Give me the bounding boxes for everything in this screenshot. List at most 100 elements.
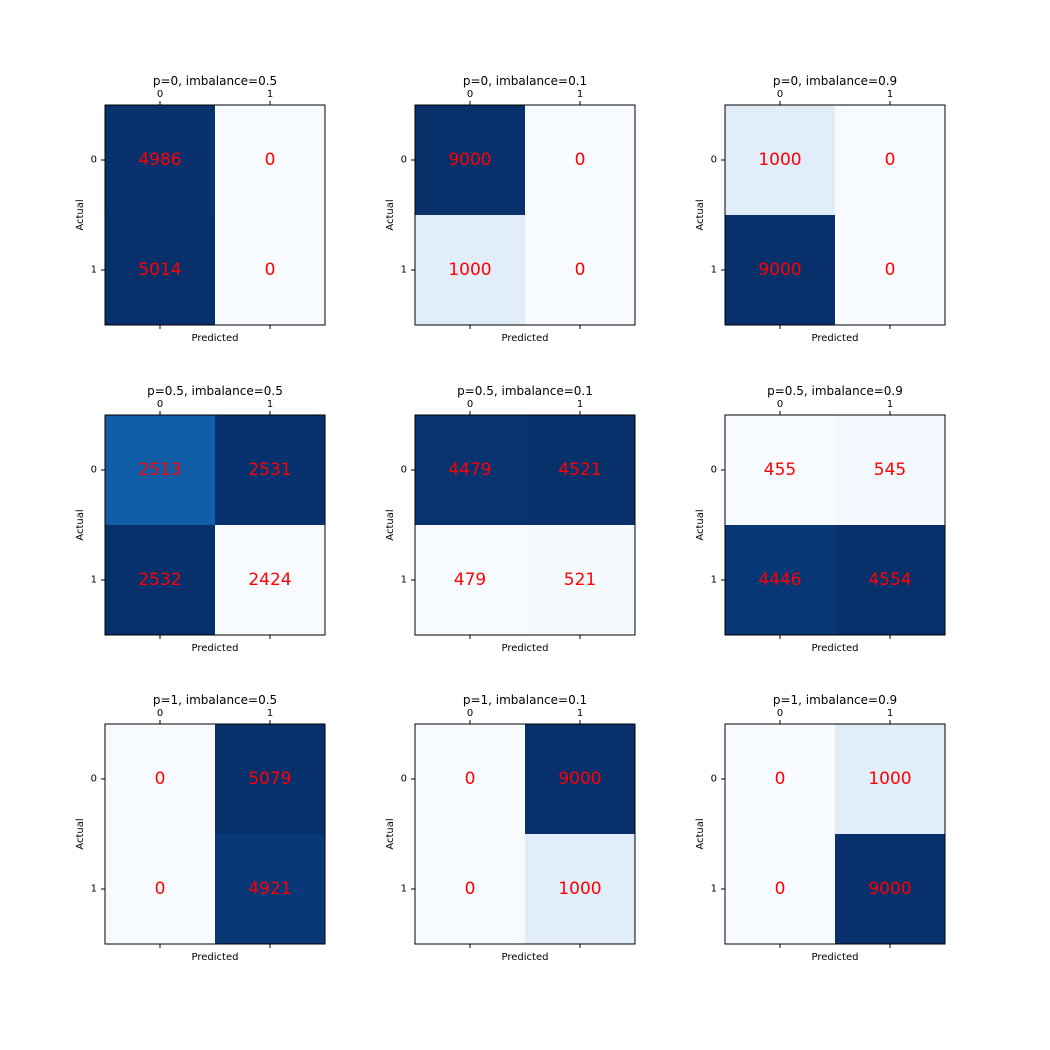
cell-value-label: 4446	[758, 570, 801, 590]
top-tick-label: 1	[577, 708, 583, 719]
cell-value-label: 545	[874, 460, 906, 480]
matrix-cell	[215, 724, 326, 835]
top-tick-label: 1	[887, 708, 893, 719]
matrix-title: p=1, imbalance=0.1	[463, 693, 587, 707]
x-axis-label: Predicted	[502, 952, 549, 963]
matrix-cell	[725, 525, 836, 636]
matrix-cell	[215, 525, 326, 636]
matrix-title: p=0, imbalance=0.9	[773, 74, 897, 88]
cell-value-label: 4521	[558, 460, 601, 480]
cell-value-label: 0	[885, 260, 896, 280]
cell-value-label: 1000	[868, 769, 911, 789]
top-tick-label: 0	[467, 89, 473, 100]
cell-value-label: 0	[575, 150, 586, 170]
x-axis-label: Predicted	[812, 333, 859, 344]
matrix-cell	[525, 105, 636, 216]
matrix-cell	[525, 724, 636, 835]
matrix-cell	[835, 105, 946, 216]
axes-frame	[724, 723, 946, 945]
top-tick-label: 0	[157, 89, 163, 100]
left-tick-label: 1	[401, 575, 407, 586]
top-tick-label: 1	[577, 399, 583, 410]
cell-value-label: 0	[265, 150, 276, 170]
left-tick-label: 1	[91, 575, 97, 586]
left-tick-label: 1	[91, 884, 97, 895]
x-axis-label: Predicted	[192, 643, 239, 654]
y-axis-label: Actual	[695, 199, 706, 230]
cell-value-label: 0	[155, 879, 166, 899]
top-tick-label: 1	[267, 89, 273, 100]
matrix-cell	[415, 415, 526, 526]
cell-value-label: 2531	[248, 460, 291, 480]
matrix-title: p=1, imbalance=0.5	[153, 693, 277, 707]
cell-value-label: 9000	[758, 260, 801, 280]
cell-value-label: 4479	[448, 460, 491, 480]
matrix-cell	[415, 525, 526, 636]
axes-frame	[104, 104, 326, 326]
top-tick-label: 1	[267, 399, 273, 410]
matrix-cell	[835, 834, 946, 945]
matrix-title: p=0, imbalance=0.5	[153, 74, 277, 88]
cell-value-label: 455	[764, 460, 796, 480]
axes-frame	[104, 723, 326, 945]
cell-value-label: 1000	[558, 879, 601, 899]
matrix-title: p=0.5, imbalance=0.1	[457, 384, 593, 398]
matrix-cell	[525, 415, 636, 526]
matrix-cell	[835, 724, 946, 835]
matrix-cell	[105, 105, 216, 216]
axes-frame	[724, 104, 946, 326]
matrix-cell	[415, 834, 526, 945]
cell-value-label: 9000	[558, 769, 601, 789]
matrix-cell	[105, 525, 216, 636]
matrix-cell	[525, 215, 636, 326]
matrix-cell	[105, 724, 216, 835]
left-tick-label: 0	[91, 774, 97, 785]
matrix-cell	[415, 215, 526, 326]
y-axis-label: Actual	[75, 509, 86, 540]
y-axis-label: Actual	[695, 818, 706, 849]
x-axis-label: Predicted	[502, 643, 549, 654]
y-axis-label: Actual	[385, 199, 396, 230]
matrix-cell	[415, 105, 526, 216]
matrix-cell	[835, 525, 946, 636]
cell-value-label: 4921	[248, 879, 291, 899]
left-tick-label: 1	[711, 265, 717, 276]
matrix-cell	[835, 415, 946, 526]
cell-value-label: 0	[465, 879, 476, 899]
top-tick-label: 1	[887, 399, 893, 410]
x-axis-label: Predicted	[192, 952, 239, 963]
top-tick-label: 0	[157, 399, 163, 410]
left-tick-label: 0	[401, 155, 407, 166]
cell-value-label: 0	[575, 260, 586, 280]
left-tick-label: 0	[91, 465, 97, 476]
cell-value-label: 9000	[868, 879, 911, 899]
left-tick-label: 0	[401, 465, 407, 476]
matrix-cell	[525, 525, 636, 636]
cell-value-label: 4554	[868, 570, 911, 590]
x-axis-label: Predicted	[812, 643, 859, 654]
cell-value-label: 5079	[248, 769, 291, 789]
matrix-cell	[105, 834, 216, 945]
matrix-title: p=0.5, imbalance=0.5	[147, 384, 283, 398]
cell-value-label: 0	[465, 769, 476, 789]
x-axis-label: Predicted	[812, 952, 859, 963]
x-axis-label: Predicted	[502, 333, 549, 344]
matrix-cell	[105, 415, 216, 526]
y-axis-label: Actual	[75, 199, 86, 230]
cell-value-label: 9000	[448, 150, 491, 170]
cell-value-label: 1000	[448, 260, 491, 280]
left-tick-label: 0	[401, 774, 407, 785]
cell-value-label: 2513	[138, 460, 181, 480]
cell-value-label: 5014	[138, 260, 181, 280]
axes-frame	[104, 414, 326, 636]
matrix-title: p=0, imbalance=0.1	[463, 74, 587, 88]
cell-value-label: 4986	[138, 150, 181, 170]
axes-frame	[414, 723, 636, 945]
matrix-cell	[725, 215, 836, 326]
axes-frame	[724, 414, 946, 636]
